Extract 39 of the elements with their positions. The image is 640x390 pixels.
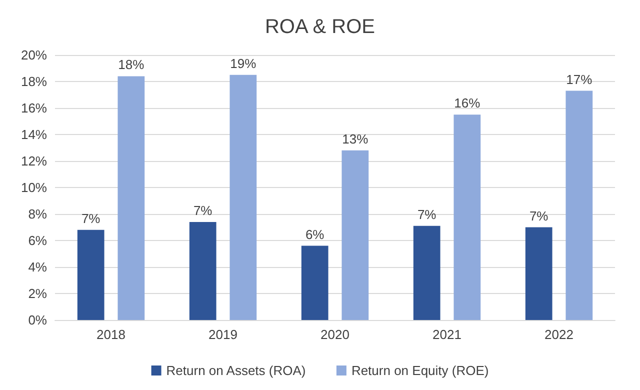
y-tick-label: 18% xyxy=(20,74,48,89)
bar xyxy=(525,227,552,320)
bar xyxy=(342,150,369,320)
y-tick-label: 8% xyxy=(28,206,48,222)
y-tick-label: 2% xyxy=(28,286,48,301)
y-tick-label: 12% xyxy=(20,154,48,168)
data-label: 7% xyxy=(417,206,437,222)
y-tick-label: 20% xyxy=(20,48,48,62)
y-tick-label: 10% xyxy=(20,180,48,195)
data-label: 13% xyxy=(342,131,369,146)
data-label: 18% xyxy=(118,57,145,72)
data-label: 6% xyxy=(305,226,325,242)
bar xyxy=(454,114,481,320)
data-label: 19% xyxy=(230,56,257,71)
data-label: 7% xyxy=(529,208,549,224)
x-tick-label: 2018 xyxy=(96,327,126,342)
chart-title: ROA & ROE xyxy=(264,16,376,38)
bar xyxy=(566,90,593,320)
x-tick-label: 2021 xyxy=(432,327,462,342)
bar xyxy=(413,226,440,320)
bar xyxy=(301,246,328,320)
y-tick-label: 6% xyxy=(28,233,48,248)
bar xyxy=(230,74,257,320)
data-label: 17% xyxy=(566,72,593,87)
y-tick-label: 16% xyxy=(20,100,48,116)
bar xyxy=(189,222,216,320)
y-tick-label: 4% xyxy=(28,260,48,274)
x-tick-label: 2019 xyxy=(208,327,238,342)
bar xyxy=(77,230,104,320)
bar xyxy=(118,76,145,320)
legend-label: Return on Equity (ROE) xyxy=(351,363,489,378)
data-label: 7% xyxy=(193,202,213,218)
data-label: 7% xyxy=(81,210,101,226)
x-tick-label: 2020 xyxy=(320,327,350,342)
data-label: 16% xyxy=(454,96,481,111)
x-tick-label: 2022 xyxy=(544,327,574,342)
legend-label: Return on Assets (ROA) xyxy=(166,363,306,378)
y-tick-label: 0% xyxy=(28,312,48,328)
y-tick-label: 14% xyxy=(20,127,48,142)
